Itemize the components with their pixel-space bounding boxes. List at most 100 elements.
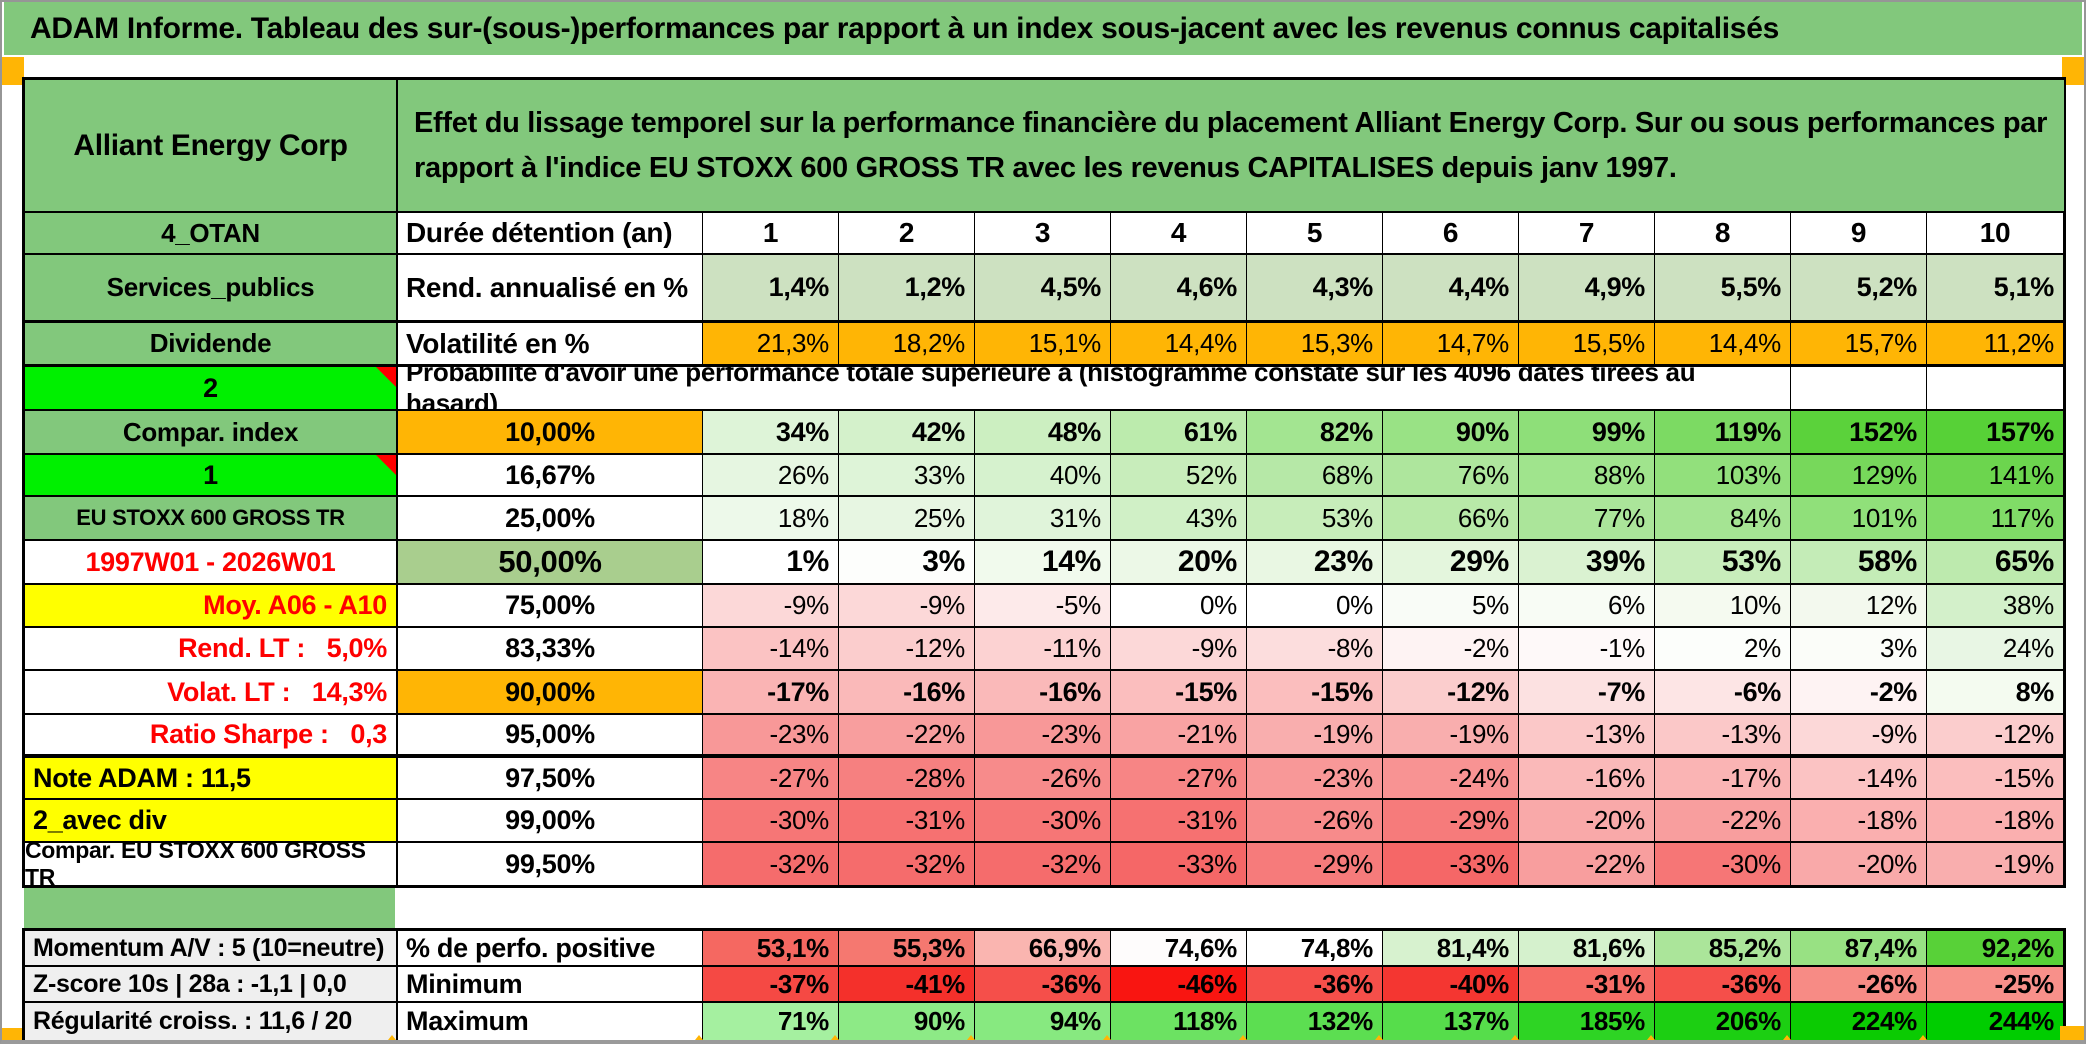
data-cell[interactable]: 6 — [1383, 213, 1519, 253]
data-cell[interactable]: -15% — [1247, 671, 1383, 713]
data-cell[interactable]: 4 — [1111, 213, 1247, 253]
data-cell[interactable]: -24% — [1383, 758, 1519, 798]
data-cell[interactable]: 12% — [1791, 585, 1927, 626]
data-cell[interactable]: 14,7% — [1383, 323, 1519, 364]
data-cell[interactable]: -15% — [1927, 758, 2063, 798]
probability-header-cell[interactable]: Probabilité d'avoir une performance tota… — [398, 367, 1791, 409]
data-cell[interactable]: 224% — [1791, 1003, 1927, 1040]
data-cell[interactable]: 244% — [1927, 1003, 2063, 1040]
row-sublabel-cell[interactable]: 99,50% — [398, 843, 703, 885]
data-cell[interactable]: 4,9% — [1519, 255, 1655, 320]
data-cell[interactable]: 34% — [703, 411, 839, 453]
data-cell[interactable]: 48% — [975, 411, 1111, 453]
row-label-cell[interactable]: Note ADAM : 11,5 — [25, 758, 398, 798]
data-cell[interactable]: 65% — [1927, 541, 2063, 583]
data-cell[interactable]: 3% — [1791, 628, 1927, 669]
row-sublabel-cell[interactable]: Volatilité en % — [398, 323, 703, 364]
data-cell[interactable]: 53,1% — [703, 931, 839, 965]
row-sublabel-cell[interactable]: 50,00% — [398, 541, 703, 583]
data-cell[interactable]: -2% — [1383, 628, 1519, 669]
data-cell[interactable]: -29% — [1383, 800, 1519, 841]
row-label-cell[interactable]: Moy. A06 - A10 — [25, 585, 398, 626]
data-cell[interactable]: 23% — [1247, 541, 1383, 583]
row-label-cell[interactable]: 2 — [25, 367, 398, 409]
data-cell[interactable]: 92,2% — [1927, 931, 2063, 965]
data-cell[interactable] — [1927, 367, 2063, 409]
data-cell[interactable]: -12% — [1927, 715, 2063, 754]
data-cell[interactable]: -19% — [1927, 843, 2063, 885]
data-cell[interactable]: 77% — [1519, 497, 1655, 539]
data-cell[interactable]: 31% — [975, 497, 1111, 539]
data-cell[interactable]: 152% — [1791, 411, 1927, 453]
row-label-cell[interactable]: Z-score 10s | 28a : -1,1 | 0,0 — [25, 967, 398, 1001]
data-cell[interactable]: -16% — [839, 671, 975, 713]
row-label-cell[interactable]: 1 — [25, 455, 398, 495]
data-cell[interactable]: -30% — [975, 800, 1111, 841]
data-cell[interactable]: 82% — [1247, 411, 1383, 453]
data-cell[interactable]: 26% — [703, 455, 839, 495]
data-cell[interactable]: -12% — [839, 628, 975, 669]
data-cell[interactable]: 55,3% — [839, 931, 975, 965]
data-cell[interactable]: 2% — [1655, 628, 1791, 669]
data-cell[interactable]: 14% — [975, 541, 1111, 583]
data-cell[interactable]: 103% — [1655, 455, 1791, 495]
data-cell[interactable]: -28% — [839, 758, 975, 798]
data-cell[interactable]: 38% — [1927, 585, 2063, 626]
data-cell[interactable]: 14,4% — [1655, 323, 1791, 364]
data-cell[interactable]: 4,4% — [1383, 255, 1519, 320]
data-cell[interactable]: -15% — [1111, 671, 1247, 713]
data-cell[interactable]: 206% — [1655, 1003, 1791, 1040]
data-cell[interactable]: -41% — [839, 967, 975, 1001]
row-label-cell[interactable]: Services_publics — [25, 255, 398, 320]
company-cell[interactable]: Alliant Energy Corp — [25, 80, 398, 211]
data-cell[interactable]: -30% — [703, 800, 839, 841]
data-cell[interactable]: 4,6% — [1111, 255, 1247, 320]
data-cell[interactable]: -27% — [1111, 758, 1247, 798]
data-cell[interactable]: -23% — [703, 715, 839, 754]
data-cell[interactable]: -19% — [1247, 715, 1383, 754]
data-cell[interactable]: -33% — [1111, 843, 1247, 885]
data-cell[interactable]: -13% — [1519, 715, 1655, 754]
data-cell[interactable]: 4,5% — [975, 255, 1111, 320]
data-cell[interactable]: -31% — [839, 800, 975, 841]
data-cell[interactable]: -14% — [703, 628, 839, 669]
data-cell[interactable]: -16% — [975, 671, 1111, 713]
data-cell[interactable]: -46% — [1111, 967, 1247, 1001]
data-cell[interactable]: 185% — [1519, 1003, 1655, 1040]
data-cell[interactable]: 10 — [1927, 213, 2063, 253]
row-sublabel-cell[interactable]: 75,00% — [398, 585, 703, 626]
data-cell[interactable]: -19% — [1383, 715, 1519, 754]
row-sublabel-cell[interactable]: 90,00% — [398, 671, 703, 713]
data-cell[interactable]: -12% — [1383, 671, 1519, 713]
data-cell[interactable]: 71% — [703, 1003, 839, 1040]
data-cell[interactable]: 87,4% — [1791, 931, 1927, 965]
data-cell[interactable]: 90% — [839, 1003, 975, 1040]
data-cell[interactable]: -31% — [1519, 967, 1655, 1001]
row-label-cell[interactable]: Ratio Sharpe : 0,3 — [25, 715, 398, 754]
data-cell[interactable]: -26% — [1247, 800, 1383, 841]
data-cell[interactable]: 10% — [1655, 585, 1791, 626]
data-cell[interactable]: 1 — [703, 213, 839, 253]
data-cell[interactable]: 20% — [1111, 541, 1247, 583]
data-cell[interactable]: 9 — [1791, 213, 1927, 253]
data-cell[interactable]: 0% — [1111, 585, 1247, 626]
data-cell[interactable]: 43% — [1111, 497, 1247, 539]
data-cell[interactable]: 1,2% — [839, 255, 975, 320]
row-label-cell[interactable]: Dividende — [25, 323, 398, 364]
row-sublabel-cell[interactable]: 95,00% — [398, 715, 703, 754]
data-cell[interactable]: 118% — [1111, 1003, 1247, 1040]
data-cell[interactable]: 119% — [1655, 411, 1791, 453]
data-cell[interactable]: -20% — [1791, 843, 1927, 885]
data-cell[interactable]: 24% — [1927, 628, 2063, 669]
data-cell[interactable]: 14,4% — [1111, 323, 1247, 364]
data-cell[interactable]: -7% — [1519, 671, 1655, 713]
data-cell[interactable]: 6% — [1519, 585, 1655, 626]
data-cell[interactable]: 132% — [1247, 1003, 1383, 1040]
data-cell[interactable]: 157% — [1927, 411, 2063, 453]
data-cell[interactable]: 5,2% — [1791, 255, 1927, 320]
data-cell[interactable]: -9% — [1791, 715, 1927, 754]
data-cell[interactable]: -37% — [703, 967, 839, 1001]
data-cell[interactable]: -17% — [703, 671, 839, 713]
data-cell[interactable]: 3% — [839, 541, 975, 583]
data-cell[interactable]: 99% — [1519, 411, 1655, 453]
